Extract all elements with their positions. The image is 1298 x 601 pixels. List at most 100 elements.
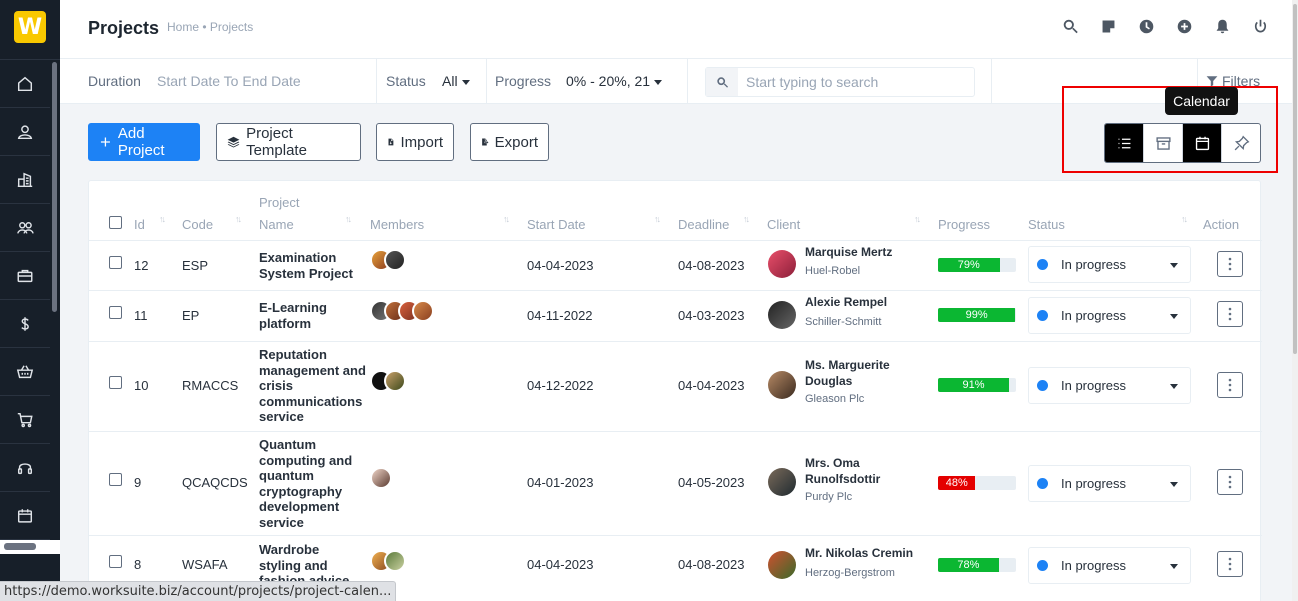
column-header-start-date[interactable]: Start Date <box>527 217 586 232</box>
archive-view-button[interactable] <box>1144 124 1183 162</box>
column-header-project-name-line2[interactable]: Name <box>259 217 294 232</box>
row-checkbox[interactable] <box>109 473 122 486</box>
sidebar-item-events[interactable] <box>0 492 50 540</box>
client-name-link[interactable]: Ms. Marguerite Douglas <box>805 358 890 388</box>
client-avatar[interactable] <box>768 551 796 579</box>
column-header-code[interactable]: Code <box>182 217 214 232</box>
row-project-name-link[interactable]: Reputation management and crisis communi… <box>259 347 366 424</box>
row-members-avatars[interactable] <box>370 300 434 322</box>
column-header-members[interactable]: Members <box>370 217 425 232</box>
search-icon[interactable] <box>1061 17 1080 36</box>
client-name-link[interactable]: Marquise Mertz <box>805 245 893 259</box>
column-header-status[interactable]: Status <box>1028 217 1065 232</box>
status-dropdown[interactable]: In progress <box>1028 547 1191 584</box>
row-checkbox[interactable] <box>109 306 122 319</box>
sidebar-item-finance[interactable] <box>0 300 50 348</box>
sidebar-item-clients[interactable] <box>0 156 50 204</box>
row-id: 11 <box>134 308 148 323</box>
client-avatar[interactable] <box>768 371 796 399</box>
status-dropdown[interactable]: In progress <box>1028 297 1191 334</box>
select-all-checkbox[interactable] <box>109 216 122 229</box>
avatar[interactable] <box>412 300 434 322</box>
sidebar-item-orders[interactable] <box>0 396 50 444</box>
view-toggle-group <box>1104 123 1261 163</box>
calendar-icon <box>17 508 33 523</box>
column-header-progress[interactable]: Progress <box>938 217 991 232</box>
app-logo[interactable]: W <box>14 11 46 43</box>
sidebar-item-dashboard[interactable] <box>0 60 50 108</box>
export-label: Export <box>494 133 538 151</box>
column-header-deadline[interactable]: Deadline <box>678 217 730 232</box>
sidebar-item-tickets[interactable] <box>0 444 50 492</box>
sidebar-item-products[interactable] <box>0 348 50 396</box>
status-filter-select[interactable]: All <box>442 73 470 89</box>
page-scrollbar-thumb[interactable] <box>1293 4 1297 354</box>
export-button[interactable]: Export <box>470 123 549 161</box>
list-view-button[interactable] <box>1105 124 1144 162</box>
search-input[interactable] <box>738 68 968 96</box>
add-project-button[interactable]: Add Project <box>88 123 200 161</box>
client-avatar[interactable] <box>768 468 796 496</box>
row-action-menu-button[interactable] <box>1217 372 1243 398</box>
filters-button[interactable]: Filters <box>1206 73 1260 89</box>
row-deadline: 04-03-2023 <box>678 308 745 323</box>
client-name-link[interactable]: Mrs. Oma Runolfsdottir <box>805 456 881 486</box>
row-members-avatars[interactable] <box>370 467 392 489</box>
client-avatar[interactable] <box>768 250 796 278</box>
list-icon <box>1118 138 1130 148</box>
archive-icon <box>1155 136 1171 150</box>
client-name-link[interactable]: Alexie Rempel <box>805 295 888 309</box>
row-action-menu-button[interactable] <box>1217 251 1243 277</box>
sticky-note-icon[interactable] <box>1099 17 1118 36</box>
row-members-avatars[interactable] <box>370 249 406 271</box>
status-dot <box>1037 259 1048 270</box>
column-header-id[interactable]: Id <box>134 217 145 232</box>
status-dropdown[interactable]: In progress <box>1028 465 1191 502</box>
plus-circle-icon[interactable] <box>1175 17 1194 36</box>
client-name-link[interactable]: Mr. Nikolas Cremin <box>805 546 914 560</box>
status-dropdown[interactable]: In progress <box>1028 367 1191 404</box>
calendar-tooltip: Calendar <box>1165 87 1238 115</box>
row-project-name-link[interactable]: E-Learning platform <box>259 300 327 331</box>
client-avatar[interactable] <box>768 301 796 329</box>
bell-icon[interactable] <box>1213 17 1232 36</box>
row-start-date: 04-01-2023 <box>527 475 594 490</box>
row-project-name-link[interactable]: Quantum computing and quantum cryptograp… <box>259 437 353 530</box>
row-project-name-link[interactable]: Wardrobe styling and fashion advice <box>259 542 350 582</box>
sidebar-item-leads[interactable] <box>0 108 50 156</box>
avatar[interactable] <box>384 370 406 392</box>
sidebar-item-work[interactable] <box>0 252 50 300</box>
import-button[interactable]: Import <box>376 123 454 161</box>
calendar-view-button[interactable] <box>1183 124 1222 162</box>
status-dropdown[interactable]: In progress <box>1028 246 1191 283</box>
progress-fill: 91% <box>938 378 1009 392</box>
column-header-project-name-line1[interactable]: Project <box>259 195 300 210</box>
row-deadline: 04-05-2023 <box>678 475 745 490</box>
avatar[interactable] <box>370 467 392 489</box>
sidebar-scrollbar[interactable] <box>52 62 57 312</box>
row-checkbox[interactable] <box>109 256 122 269</box>
row-members-avatars[interactable] <box>370 370 406 392</box>
status-filter-label: Status <box>386 73 426 89</box>
pinned-view-button[interactable] <box>1222 124 1260 162</box>
row-members-avatars[interactable] <box>370 550 406 572</box>
header-divider <box>89 240 1262 241</box>
row-code: RMACCS <box>182 378 239 393</box>
sidebar-item-hr[interactable] <box>0 204 50 252</box>
avatar[interactable] <box>384 249 406 271</box>
row-checkbox[interactable] <box>109 555 122 568</box>
column-header-client[interactable]: Client <box>767 217 801 232</box>
status-text: In progress <box>1061 308 1127 323</box>
row-action-menu-button[interactable] <box>1217 301 1243 327</box>
avatar[interactable] <box>384 550 406 572</box>
row-action-menu-button[interactable] <box>1217 551 1243 577</box>
row-checkbox[interactable] <box>109 376 122 389</box>
sidebar-hscroll-thumb[interactable] <box>4 543 36 550</box>
project-template-button[interactable]: Project Template <box>216 123 361 161</box>
progress-filter-select[interactable]: 0% - 20%, 21 <box>566 73 672 89</box>
clock-icon[interactable] <box>1137 17 1156 36</box>
duration-date-range-input[interactable]: Start Date To End Date <box>157 73 301 89</box>
row-project-name-link[interactable]: Examination System Project <box>259 250 353 281</box>
row-action-menu-button[interactable] <box>1217 469 1243 495</box>
power-icon[interactable] <box>1251 17 1270 36</box>
